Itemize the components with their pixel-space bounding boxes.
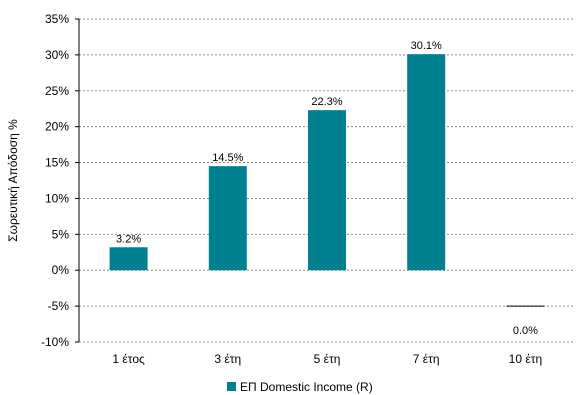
x-tick-label: 7 έτη bbox=[413, 352, 440, 366]
y-axis-label: Σωρευτική Απόδοση % bbox=[6, 119, 20, 242]
legend: ΕΠ Domestic Income (R) bbox=[227, 380, 373, 394]
x-axis-ticks: 1 έτος 3 έτη 5 έτη 7 έτη 10 έτη bbox=[112, 352, 542, 366]
data-labels: 3.2% 14.5% 22.3% 30.1% 0.0% bbox=[116, 40, 538, 337]
y-tick-label: 5% bbox=[52, 227, 70, 241]
y-tick-label: -5% bbox=[48, 299, 70, 313]
y-tick-label: -10% bbox=[41, 335, 69, 349]
y-tick-label: 20% bbox=[45, 120, 69, 134]
y-tick-label: 10% bbox=[45, 191, 69, 205]
y-tick-label: 30% bbox=[45, 48, 69, 62]
legend-swatch bbox=[227, 382, 236, 391]
bar bbox=[407, 54, 446, 271]
data-label: 14.5% bbox=[212, 152, 243, 164]
bars bbox=[109, 54, 545, 307]
x-tick-label: 1 έτος bbox=[112, 352, 145, 366]
y-tick-label: 0% bbox=[52, 263, 70, 277]
y-tick-label: 25% bbox=[45, 84, 69, 98]
y-axis-ticks: -10% -5% 0% 5% 10% 15% 20% 25% 30% 35% bbox=[41, 12, 79, 349]
y-tick-label: 35% bbox=[45, 12, 69, 26]
bar bbox=[208, 166, 247, 271]
x-tick-label: 5 έτη bbox=[314, 352, 341, 366]
x-tick-label: 3 έτη bbox=[214, 352, 241, 366]
data-label: 30.1% bbox=[411, 40, 442, 52]
legend-label: ΕΠ Domestic Income (R) bbox=[240, 380, 373, 394]
y-tick-label: 15% bbox=[45, 156, 69, 170]
bar bbox=[109, 247, 148, 271]
data-label: 0.0% bbox=[513, 325, 538, 337]
bar bbox=[308, 110, 346, 271]
data-label: 22.3% bbox=[311, 96, 342, 108]
data-label: 3.2% bbox=[116, 233, 141, 245]
x-tick-label: 10 έτη bbox=[509, 352, 542, 366]
